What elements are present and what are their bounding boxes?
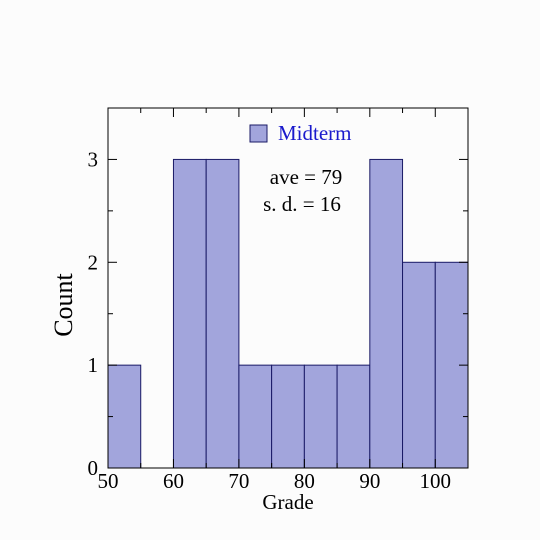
annotation-std-dev: s. d. = 16 — [263, 192, 341, 216]
plot-frame — [107, 107, 469, 469]
bar-70-75 — [238, 364, 273, 469]
x-tick-label: 60 — [163, 469, 184, 493]
ticks-group — [107, 107, 469, 469]
bar-50-55 — [107, 364, 142, 469]
legend-label: Midterm — [278, 121, 352, 145]
x-tick-label: 50 — [98, 469, 119, 493]
annotation-average: ave = 79 — [270, 165, 343, 189]
y-tick-label: 0 — [88, 456, 99, 480]
x-tick-label: 70 — [228, 469, 249, 493]
y-tick-label: 3 — [88, 147, 99, 171]
bar-60-65 — [172, 158, 207, 469]
x-tick-label: 90 — [359, 469, 380, 493]
y-tick-label: 2 — [88, 250, 99, 274]
bar-95-100 — [402, 261, 436, 469]
bar-75-80 — [271, 364, 305, 469]
bar-85-90 — [336, 364, 371, 469]
bar-80-85 — [303, 364, 338, 469]
x-tick-label: 80 — [294, 469, 315, 493]
y-axis-label: Count — [49, 272, 78, 336]
bar-90-95 — [369, 158, 404, 469]
x-axis-label: Grade — [262, 490, 313, 514]
bar-65-70 — [205, 158, 240, 469]
legend-swatch — [249, 124, 268, 143]
y-tick-label: 1 — [88, 353, 99, 377]
x-tick-label: 100 — [420, 469, 452, 493]
tick-labels-group: 50 60 70 80 90 100 0 1 2 3 — [88, 147, 452, 493]
bars-group — [107, 158, 469, 469]
legend: Midterm — [249, 121, 352, 145]
